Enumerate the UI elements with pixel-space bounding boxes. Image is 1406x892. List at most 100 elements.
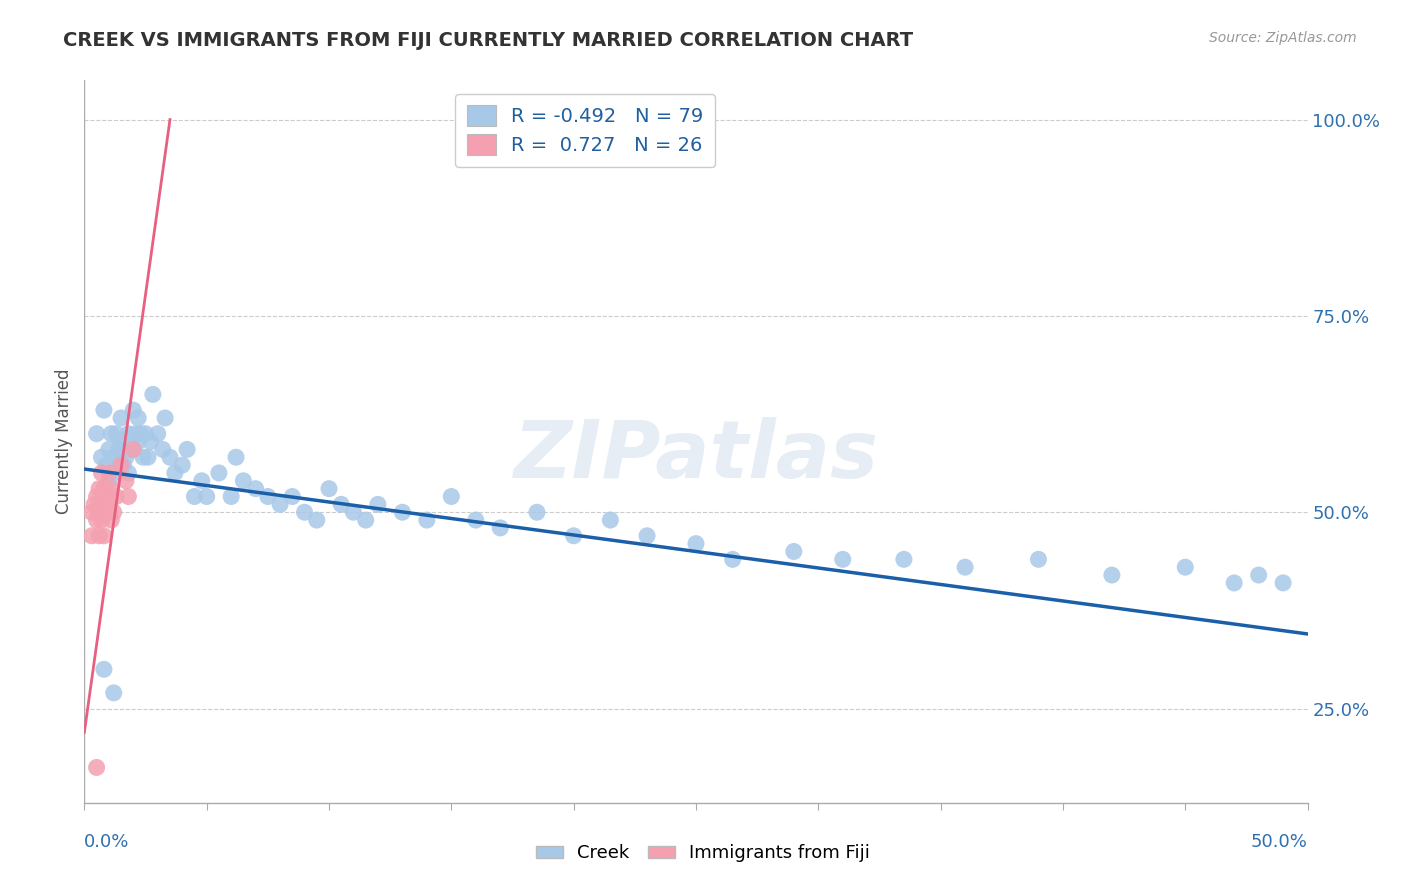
Point (127, 411, 149, 425)
Point (97, 466, 120, 480)
Point (100, 426, 122, 441)
Point (90, 450, 112, 465)
Point (86, 426, 108, 441)
Point (342, 505, 364, 519)
Point (100, 482, 122, 496)
Point (93, 529, 115, 543)
Point (225, 450, 247, 465)
Point (391, 505, 413, 519)
Point (80, 529, 103, 543)
Point (86, 513, 108, 527)
Point (305, 513, 328, 527)
Point (367, 497, 389, 511)
Point (105, 426, 128, 441)
Point (208, 466, 231, 480)
Point (139, 434, 162, 449)
Point (90, 513, 112, 527)
Point (163, 466, 186, 480)
Point (122, 442, 145, 457)
Point (176, 442, 198, 457)
Point (191, 474, 214, 488)
Point (112, 458, 135, 472)
Point (86, 490, 108, 504)
Point (93, 662, 115, 676)
Point (97, 497, 120, 511)
Text: Source: ZipAtlas.com: Source: ZipAtlas.com (1209, 31, 1357, 45)
Point (153, 411, 176, 425)
Point (953, 560, 976, 574)
Point (105, 458, 128, 472)
Point (219, 490, 242, 504)
Point (125, 426, 148, 441)
Point (96, 490, 118, 504)
Point (294, 505, 316, 519)
Point (831, 552, 853, 566)
Legend: R = -0.492   N = 79, R =  0.727   N = 26: R = -0.492 N = 79, R = 0.727 N = 26 (456, 94, 716, 167)
Point (87, 505, 110, 519)
Point (685, 536, 707, 550)
Point (142, 387, 165, 401)
Legend: Creek, Immigrants from Fiji: Creek, Immigrants from Fiji (529, 838, 877, 870)
Point (93, 505, 115, 519)
Point (464, 513, 486, 527)
Point (100, 513, 122, 527)
Point (117, 490, 139, 504)
Point (172, 458, 194, 472)
Point (893, 552, 915, 566)
Point (1101, 568, 1123, 582)
Point (87, 482, 110, 496)
Point (105, 490, 128, 504)
Point (159, 450, 181, 465)
Point (103, 450, 125, 465)
Point (110, 434, 132, 449)
Point (97, 474, 120, 488)
Point (87, 529, 110, 543)
Text: 50.0%: 50.0% (1251, 833, 1308, 851)
Point (117, 426, 139, 441)
Point (257, 490, 280, 504)
Point (416, 513, 439, 527)
Point (127, 434, 149, 449)
Point (110, 411, 132, 425)
Point (112, 442, 135, 457)
Point (318, 482, 340, 496)
Point (245, 482, 267, 496)
Point (135, 426, 157, 441)
Point (136, 450, 159, 465)
Point (195, 490, 218, 504)
Point (120, 442, 142, 457)
Point (93, 482, 115, 496)
Point (115, 474, 138, 488)
Point (90, 466, 112, 480)
Point (86, 760, 108, 774)
Point (152, 442, 174, 457)
Point (110, 458, 132, 472)
Point (146, 426, 169, 441)
Point (783, 544, 806, 558)
Point (1223, 575, 1246, 590)
Point (117, 466, 139, 480)
Point (721, 552, 744, 566)
Point (115, 450, 138, 465)
Point (132, 450, 155, 465)
Point (330, 497, 353, 511)
Point (129, 426, 152, 441)
Text: CREEK VS IMMIGRANTS FROM FIJI CURRENTLY MARRIED CORRELATION CHART: CREEK VS IMMIGRANTS FROM FIJI CURRENTLY … (63, 31, 914, 50)
Point (281, 490, 304, 504)
Point (103, 505, 125, 519)
Point (354, 513, 377, 527)
Point (1247, 568, 1270, 582)
Point (83, 497, 105, 511)
Point (90, 497, 112, 511)
Point (562, 529, 585, 543)
Point (232, 474, 254, 488)
Point (636, 529, 658, 543)
Point (489, 521, 512, 535)
Point (269, 497, 291, 511)
Text: ZIPatlas: ZIPatlas (513, 417, 879, 495)
Point (183, 490, 205, 504)
Point (97, 442, 120, 457)
Point (1028, 552, 1050, 566)
Point (107, 442, 129, 457)
Point (122, 442, 145, 457)
